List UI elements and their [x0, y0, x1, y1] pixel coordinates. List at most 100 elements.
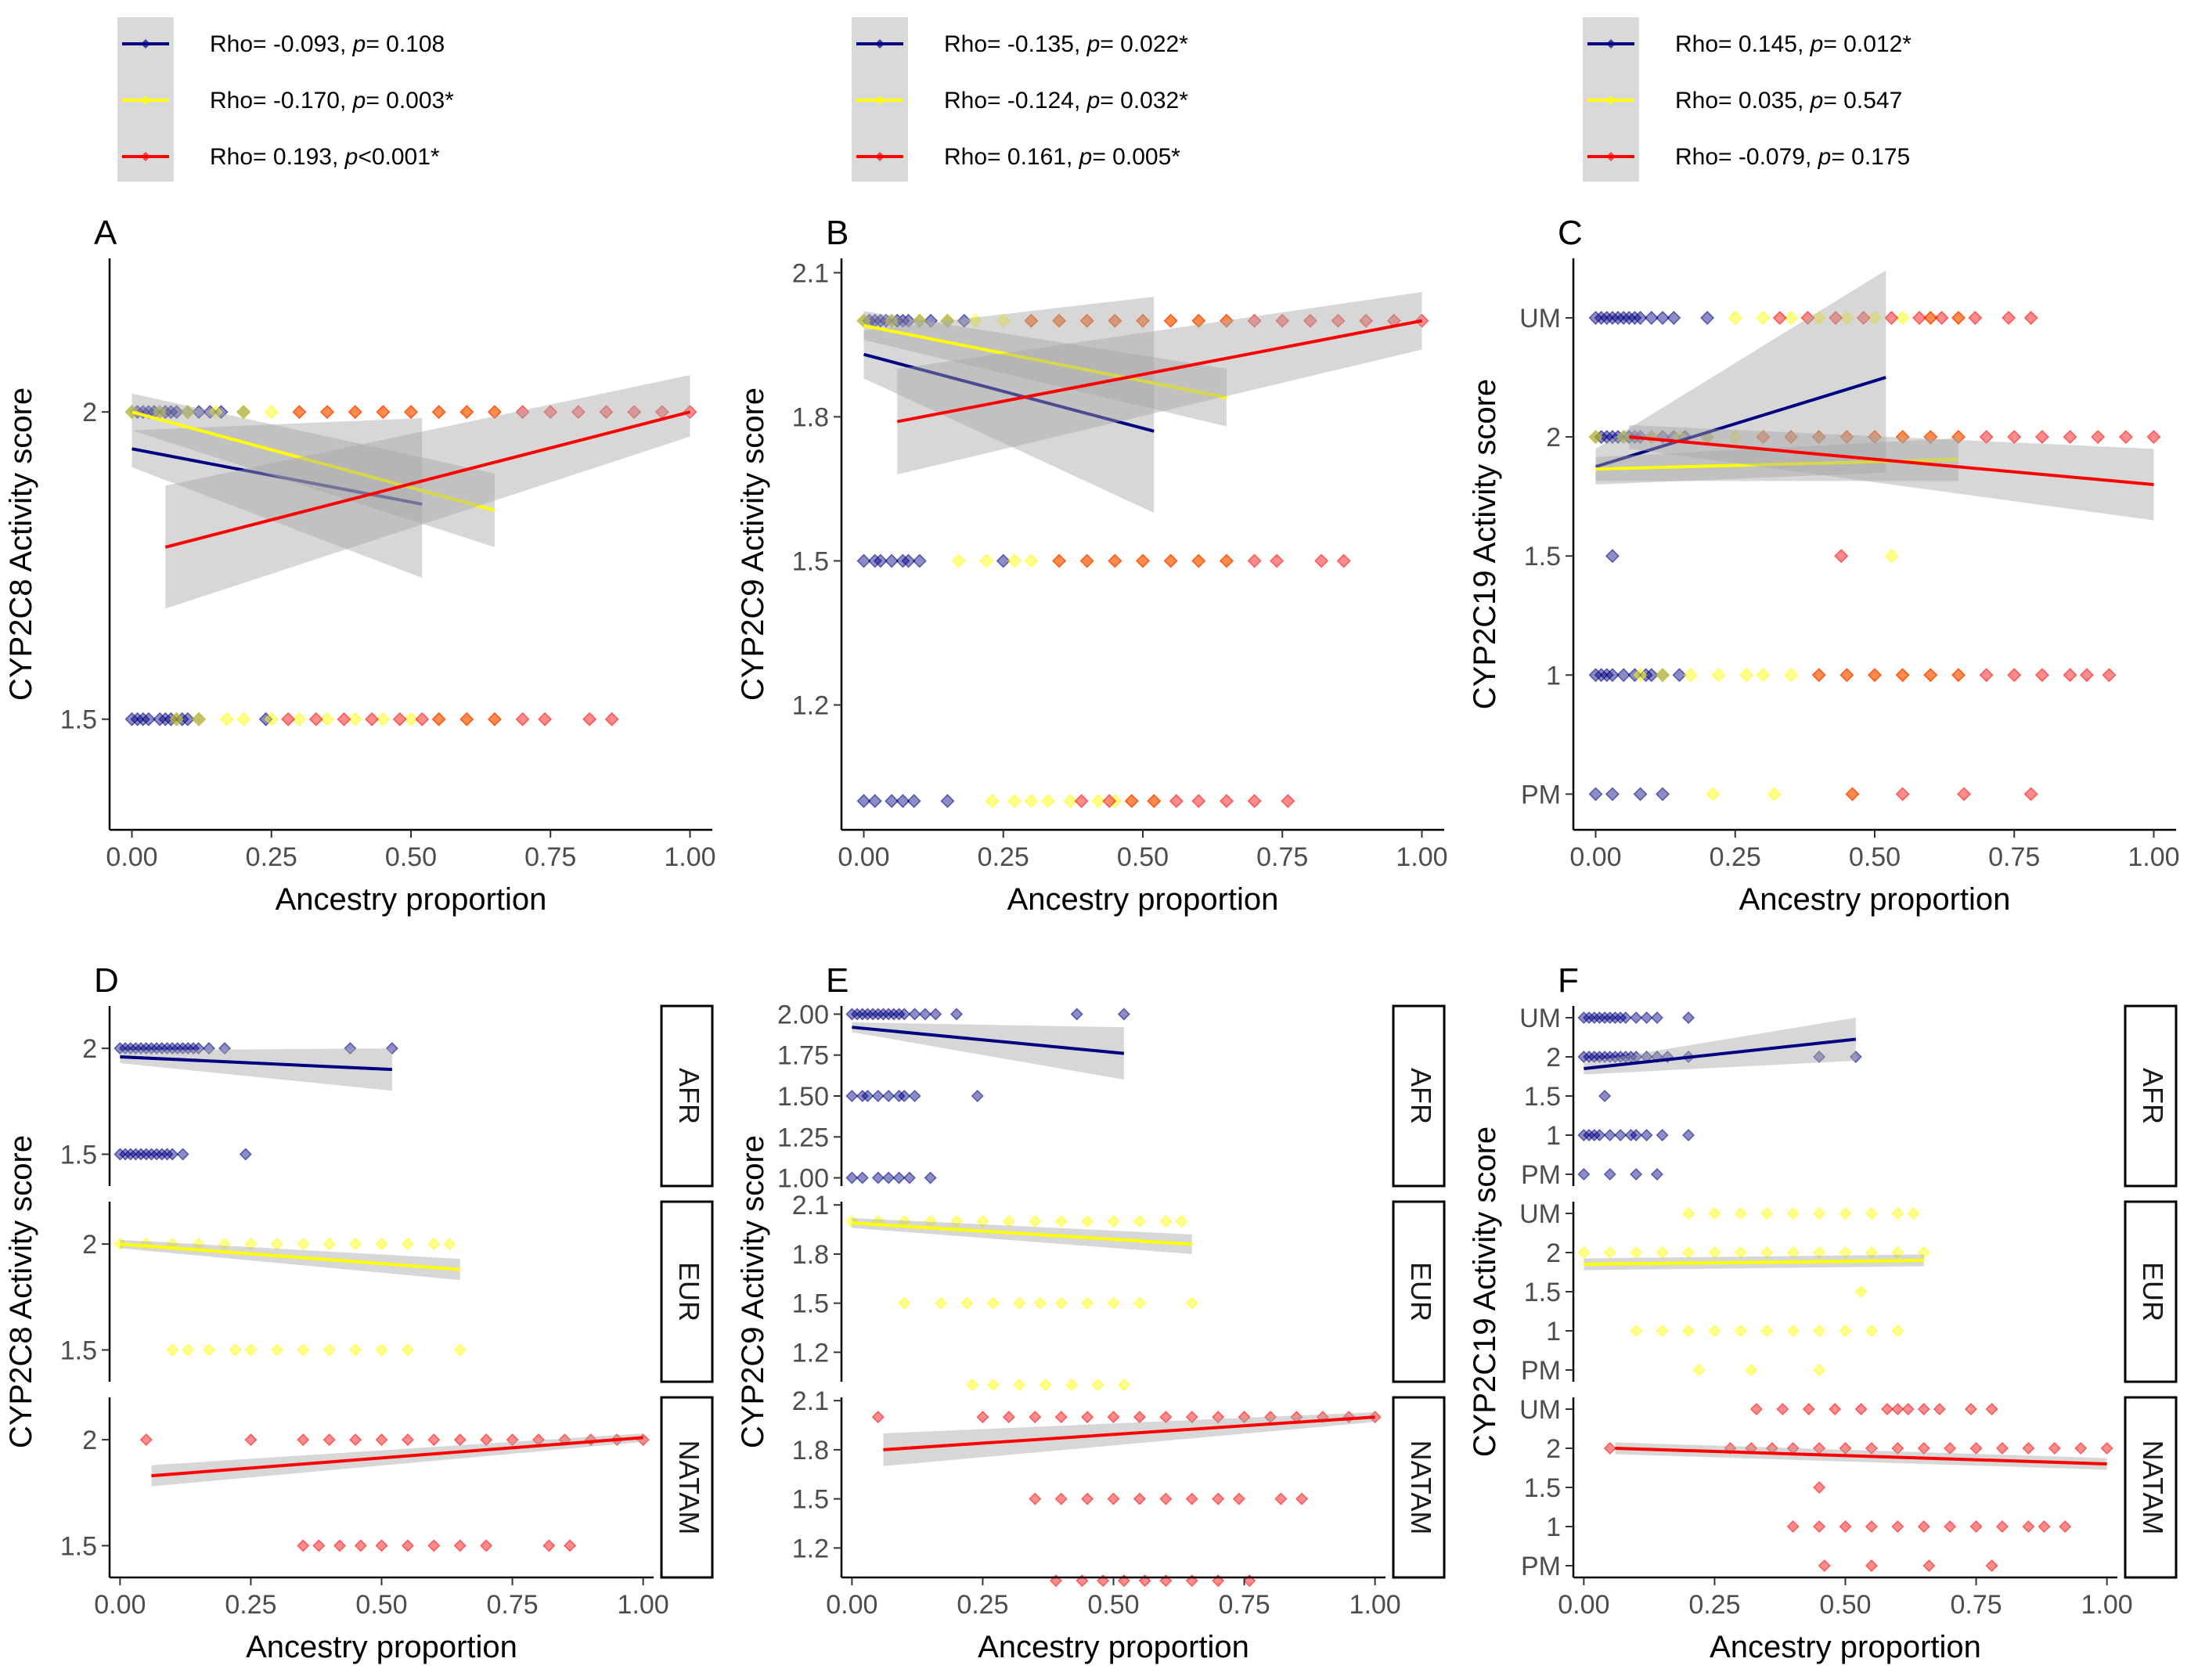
data-point — [487, 405, 503, 420]
data-point — [924, 313, 939, 328]
facet-EUR: 1.5 2 EUR — [60, 1200, 714, 1383]
data-point — [1054, 1215, 1068, 1228]
data-point — [1813, 1206, 1826, 1220]
data-point — [1813, 1246, 1826, 1260]
data-point — [319, 712, 335, 726]
data-point — [1783, 430, 1799, 445]
legend-p-symbol: p — [344, 144, 359, 170]
data-point — [1650, 1167, 1663, 1181]
facet-EUR: 1.2 1.5 1.8 2.1 EUR — [792, 1191, 1446, 1392]
data-point — [1865, 1206, 1878, 1220]
data-point — [392, 712, 407, 726]
data-point — [337, 712, 351, 726]
data-point — [1867, 310, 1883, 326]
regression-line — [151, 1436, 643, 1478]
data-point — [1133, 1411, 1146, 1424]
y-tick-label: 2 — [1546, 423, 1561, 452]
facet-strip-label: EUR — [673, 1262, 705, 1321]
confidence-band — [165, 375, 690, 609]
y-tick-label: 2.1 — [792, 258, 829, 288]
x-tick-label: 1.00 — [618, 1590, 669, 1620]
data-point — [506, 1433, 519, 1447]
y-tick-label: 2.1 — [792, 1386, 829, 1416]
data-point — [1800, 310, 1815, 326]
data-point — [1133, 1296, 1146, 1310]
data-point — [2079, 668, 2094, 683]
data-point — [1159, 1411, 1173, 1424]
confidence-band — [1595, 438, 1958, 481]
confidence-band — [863, 297, 1155, 514]
y-tick-label: UM — [1519, 304, 1561, 333]
y-tick-label: 1.5 — [60, 1336, 97, 1365]
legend-key-point — [875, 39, 885, 49]
data-point — [1995, 1441, 2009, 1455]
data-point — [1185, 1492, 1198, 1505]
data-point — [1133, 1492, 1146, 1505]
data-point — [912, 313, 927, 328]
data-point — [1933, 1402, 1946, 1416]
data-point — [986, 1296, 1000, 1310]
data-point — [1934, 310, 1949, 326]
data-point — [949, 1215, 964, 1228]
y-tick-label: 1.5 — [792, 546, 829, 576]
regression-line — [1584, 1037, 1857, 1070]
y-axis-title: CYP2C19 Activity score — [1468, 1127, 1502, 1457]
x-tick-label: 1.00 — [1349, 1590, 1401, 1620]
x-tick-label: 0.75 — [1218, 1590, 1270, 1620]
data-point — [192, 1042, 205, 1055]
legend-entry-label: Rho= 0.035, p= 0.547 — [1675, 88, 1902, 114]
data-point — [1839, 668, 1854, 683]
data-point — [1002, 1215, 1015, 1228]
y-tick-label: UM — [1519, 1199, 1561, 1229]
data-point — [901, 553, 916, 568]
data-point — [1039, 1379, 1052, 1392]
facet-strip — [660, 1200, 714, 1383]
data-point — [1745, 1363, 1758, 1377]
facet-strip — [1392, 1200, 1446, 1383]
data-point — [1891, 1402, 1904, 1416]
data-point — [1891, 1246, 1904, 1260]
data-point — [1813, 1050, 1826, 1064]
data-point — [845, 1215, 859, 1228]
x-tick-label: 1.00 — [2081, 1590, 2133, 1620]
legend-p-symbol: p — [352, 88, 366, 114]
data-point — [1786, 1246, 1800, 1260]
data-point — [1212, 1492, 1225, 1505]
panel-letter: D — [94, 961, 119, 1000]
data-point — [1849, 1050, 1862, 1064]
data-point — [1049, 1574, 1063, 1588]
panel-B: B 0.00 0.25 0.50 0.75 1.00 1.2 1.5 1.8 2.1 Ancestr… — [736, 214, 1448, 917]
data-point — [480, 1539, 493, 1552]
data-point — [1633, 668, 1648, 683]
data-point — [1923, 430, 1938, 445]
data-point — [986, 1379, 1000, 1392]
data-point — [1839, 1520, 1852, 1534]
facet-strip-label: EUR — [1405, 1262, 1437, 1321]
data-point — [1951, 430, 1966, 445]
data-point — [1212, 1411, 1225, 1424]
regression-line — [1629, 435, 2154, 486]
data-point — [1024, 794, 1039, 809]
data-point — [1891, 1324, 1904, 1338]
data-point — [1117, 1008, 1130, 1021]
data-point — [976, 1215, 989, 1228]
facet-strip — [2124, 1004, 2178, 1188]
y-tick-label: PM — [1521, 1160, 1561, 1190]
data-point — [312, 1539, 326, 1552]
data-point — [202, 1343, 216, 1357]
data-point — [401, 1343, 414, 1357]
data-point — [1895, 310, 1910, 326]
data-point — [1630, 1167, 1643, 1181]
x-tick-label: 0.75 — [1950, 1590, 2002, 1620]
x-tick-label: 0.75 — [524, 842, 576, 872]
data-point — [985, 794, 1000, 809]
legend-p-value: = 0.022* — [1100, 31, 1188, 57]
data-point — [1275, 313, 1290, 328]
data-point — [924, 1171, 937, 1184]
data-point — [1839, 1324, 1852, 1338]
data-point — [898, 1296, 911, 1310]
legend-rho: Rho= 0.161, — [944, 144, 1079, 170]
data-point — [1054, 1296, 1068, 1310]
regression-line — [883, 1415, 1375, 1451]
